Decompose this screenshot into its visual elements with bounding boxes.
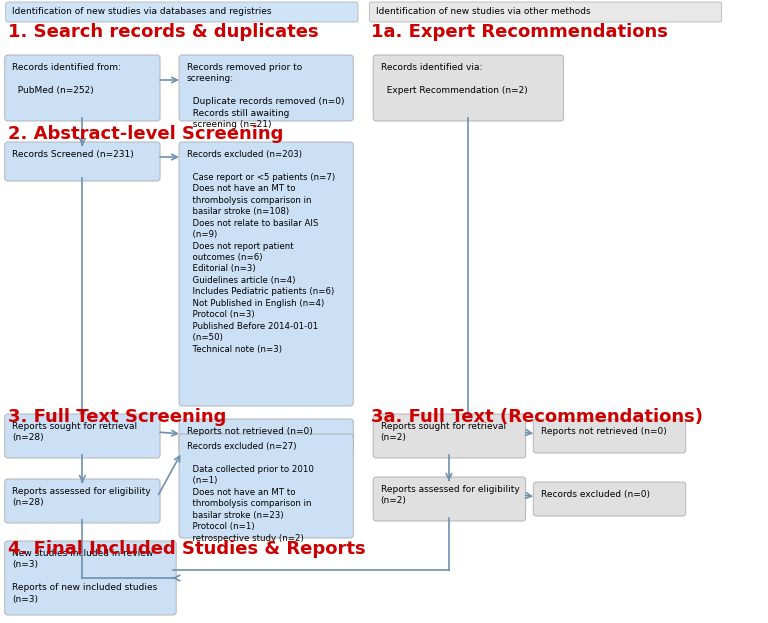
FancyBboxPatch shape: [5, 142, 160, 181]
Text: Reports assessed for eligibility
(n=28): Reports assessed for eligibility (n=28): [12, 487, 151, 508]
FancyBboxPatch shape: [5, 55, 160, 121]
Text: Identification of new studies via other methods: Identification of new studies via other …: [376, 7, 591, 16]
Text: Records excluded (n=0): Records excluded (n=0): [541, 490, 650, 499]
FancyBboxPatch shape: [373, 477, 525, 521]
FancyBboxPatch shape: [5, 541, 176, 615]
Text: Records removed prior to
screening:

  Duplicate records removed (n=0)
  Records: Records removed prior to screening: Dupl…: [187, 63, 344, 129]
FancyBboxPatch shape: [179, 55, 353, 121]
Text: Reports sought for retrieval
(n=28): Reports sought for retrieval (n=28): [12, 422, 137, 442]
Text: 3. Full Text Screening: 3. Full Text Screening: [8, 408, 226, 426]
FancyBboxPatch shape: [369, 2, 722, 22]
Text: Records excluded (n=27)

  Data collected prior to 2010
  (n=1)
  Does not have : Records excluded (n=27) Data collected p…: [187, 442, 313, 543]
Text: Reports not retrieved (n=0): Reports not retrieved (n=0): [541, 427, 667, 436]
FancyBboxPatch shape: [373, 55, 564, 121]
Text: Reports sought for retrieval
(n=2): Reports sought for retrieval (n=2): [381, 422, 506, 442]
Text: 1a. Expert Recommendations: 1a. Expert Recommendations: [371, 23, 668, 41]
Text: 1. Search records & duplicates: 1. Search records & duplicates: [8, 23, 318, 41]
FancyBboxPatch shape: [179, 419, 353, 453]
Text: Identification of new studies via databases and registries: Identification of new studies via databa…: [12, 7, 272, 16]
Text: New studies included in review
(n=3)

Reports of new included studies
(n=3): New studies included in review (n=3) Rep…: [12, 549, 157, 604]
FancyBboxPatch shape: [5, 479, 160, 523]
Text: Records excluded (n=203)

  Case report or <5 patients (n=7)
  Does not have an : Records excluded (n=203) Case report or …: [187, 150, 335, 354]
FancyBboxPatch shape: [5, 414, 160, 458]
Text: Records identified via:

  Expert Recommendation (n=2): Records identified via: Expert Recommend…: [381, 63, 528, 95]
FancyBboxPatch shape: [179, 142, 353, 406]
Text: 4. Final Included Studies & Reports: 4. Final Included Studies & Reports: [8, 540, 366, 558]
Text: Reports assessed for eligibility
(n=2): Reports assessed for eligibility (n=2): [381, 485, 519, 505]
FancyBboxPatch shape: [533, 419, 686, 453]
FancyBboxPatch shape: [179, 434, 353, 538]
Text: Records Screened (n=231): Records Screened (n=231): [12, 150, 134, 159]
FancyBboxPatch shape: [373, 414, 525, 458]
Text: Records identified from:

  PubMed (n=252): Records identified from: PubMed (n=252): [12, 63, 121, 95]
FancyBboxPatch shape: [5, 2, 358, 22]
Text: 3a. Full Text (Recommendations): 3a. Full Text (Recommendations): [371, 408, 703, 426]
Text: 2. Abstract-level Screening: 2. Abstract-level Screening: [8, 125, 283, 143]
FancyBboxPatch shape: [533, 482, 686, 516]
Text: Reports not retrieved (n=0): Reports not retrieved (n=0): [187, 427, 313, 436]
